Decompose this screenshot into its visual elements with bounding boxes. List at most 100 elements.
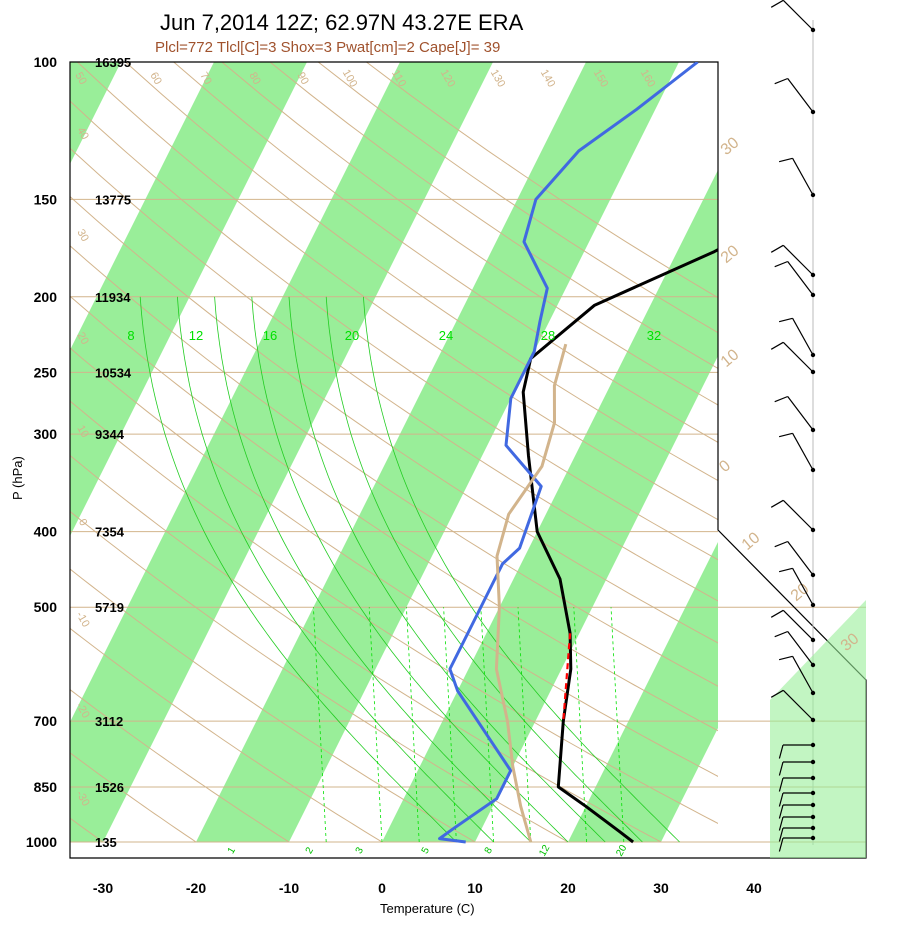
wind-barb-dot: [810, 602, 816, 608]
wind-barb-dot: [810, 572, 816, 578]
wind-barb-flag: [770, 609, 784, 618]
dry-adiabat-label: 140: [538, 68, 558, 90]
isotherm-band: [70, 62, 307, 536]
chart-subtitle: Plcl=772 Tlcl[C]=3 Shox=3 Pwat[cm]=2 Cap…: [155, 39, 500, 56]
wind-barb-flag: [778, 827, 784, 842]
theta-label: 10: [718, 346, 743, 371]
isotherm-band: [70, 62, 121, 164]
height-label: 16395: [95, 55, 131, 70]
height-label: 5719: [95, 600, 124, 615]
wind-barb-staff: [782, 689, 814, 721]
wind-barb-staff: [782, 244, 814, 276]
wind-barb-dot: [810, 790, 816, 796]
series-line: [562, 633, 572, 722]
mixing-ratio-bottom-label: 20: [614, 843, 629, 859]
isotherm-bands: [70, 62, 718, 842]
wind-barb-flag: [778, 157, 793, 163]
height-label: 7354: [95, 525, 125, 540]
dry-adiabat: [70, 627, 383, 843]
isotherm-band: [382, 170, 718, 842]
dry-adiabat-label: 100: [340, 68, 360, 90]
x-tick-label: -20: [186, 880, 206, 896]
wind-barbs: [770, 0, 816, 852]
moist-adiabat: [363, 296, 680, 843]
dry-adiabat-label: 30: [74, 227, 91, 244]
x-tick-label: 30: [653, 880, 669, 896]
dry-adiabat-label: 20: [74, 330, 91, 347]
y-axis-label: P (hPa): [10, 456, 25, 500]
wind-barb-staff: [787, 261, 814, 296]
wind-barb-flag: [778, 761, 784, 776]
chart-title: Jun 7,2014 12Z; 62.97N 43.27E ERA: [160, 10, 524, 35]
wind-barb-dot: [810, 637, 816, 643]
moist-adiabat: [214, 296, 532, 843]
dry-adiabat-label: 80: [246, 70, 263, 87]
wind-barb-dot: [810, 802, 816, 808]
wind-barb-dot: [810, 467, 816, 473]
y-tick-label: 400: [34, 524, 58, 540]
y-tick-label: 200: [34, 289, 58, 305]
dry-adiabat-label: 40: [74, 125, 91, 142]
dry-adiabat-label: 50: [72, 70, 89, 87]
height-label: 3112: [95, 714, 123, 729]
mixing-ratio-label: 24: [439, 328, 453, 343]
moist-adiabat: [177, 296, 494, 843]
wind-barb-staff: [792, 318, 814, 356]
wind-barb-dot: [810, 292, 816, 298]
series-line: [438, 62, 699, 844]
wind-barb-dot: [810, 27, 816, 33]
dry-adiabat: [70, 752, 197, 843]
wind-barb-staff: [787, 541, 814, 576]
x-axis-label: Temperature (C): [380, 901, 475, 916]
mixing-ratio-label: 8: [127, 328, 134, 343]
isotherm-band: [568, 542, 718, 842]
mixing-ratio-label: 32: [647, 328, 661, 343]
dry-adiabat: [70, 147, 718, 602]
x-tick-label: 20: [560, 880, 576, 896]
wind-barb-dot: [810, 427, 816, 433]
wind-barb-dot: [810, 690, 816, 696]
dry-adiabat-label: 60: [147, 70, 164, 87]
wind-barb-staff: [787, 631, 814, 666]
wind-barb-dot: [810, 717, 816, 723]
dry-adiabat-label: -10: [73, 610, 91, 630]
wind-barb-flag: [774, 540, 788, 548]
y-tick-label: 250: [34, 364, 58, 380]
wind-barb-staff: [782, 499, 814, 531]
wind-barb-flag: [778, 777, 784, 792]
mixing-ratio-label: 16: [263, 328, 277, 343]
dry-adiabat-label: 0: [76, 517, 89, 528]
wind-barb-dot: [810, 662, 816, 668]
wind-barb-dot: [810, 775, 816, 781]
wind-barb-staff: [787, 396, 814, 431]
x-tick-label: 0: [378, 880, 386, 896]
wind-barb-dot: [810, 109, 816, 115]
isobar-lines: [70, 61, 866, 843]
wind-barb-staff: [787, 78, 814, 113]
wind-barb-dot: [810, 527, 816, 533]
y-tick-label: 100: [34, 54, 58, 70]
y-tick-label: 150: [34, 191, 58, 207]
height-label: 135: [95, 835, 117, 850]
dry-adiabats: [70, 62, 718, 843]
height-label: 11934: [95, 290, 131, 305]
wind-barb-dot: [810, 835, 816, 841]
mixing-ratio-label: 28: [541, 328, 555, 343]
dry-adiabat: [77, 62, 718, 521]
mixing-ratio-bottom-label: 8: [483, 845, 496, 856]
wind-barb-flag: [778, 837, 784, 852]
height-label: 9344: [95, 427, 125, 442]
isotherm-band: [196, 62, 679, 842]
dry-adiabat: [125, 62, 718, 482]
dry-adiabat: [70, 400, 718, 824]
x-tick-label: -10: [279, 880, 299, 896]
dry-adiabat-label: 90: [294, 70, 311, 87]
y-tick-label: 500: [34, 599, 58, 615]
wind-barb-staff: [782, 609, 814, 641]
wind-barb-staff: [782, 0, 814, 31]
moist-adiabat: [139, 296, 457, 843]
dry-adiabat: [70, 568, 476, 843]
height-label: 1526: [95, 780, 124, 795]
y-tick-label: 300: [34, 426, 58, 442]
